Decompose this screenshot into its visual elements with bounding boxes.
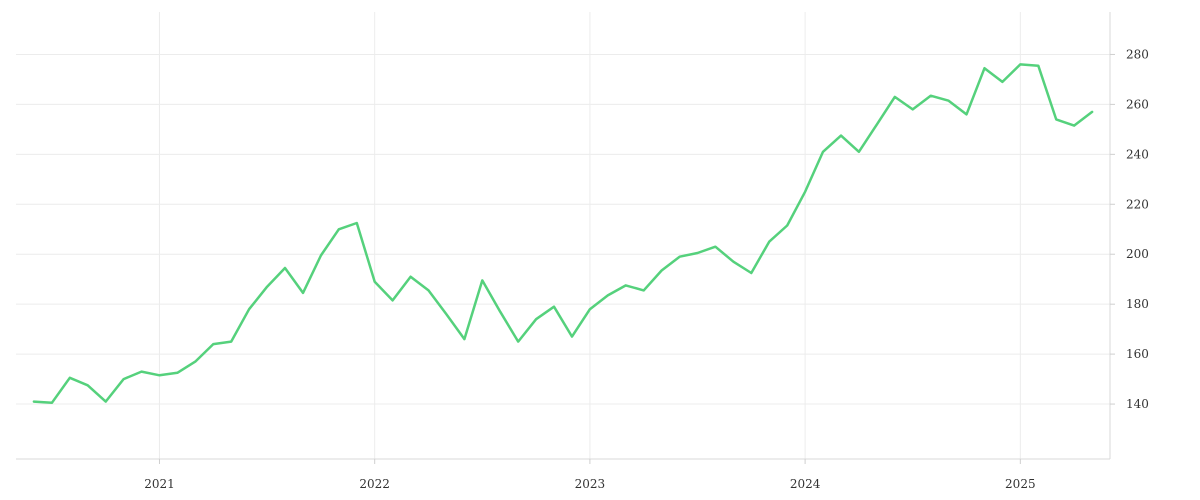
y-tick-label: 140 [1126,397,1149,411]
x-tick-label: 2025 [1005,477,1036,491]
x-tick-label: 2022 [359,477,390,491]
y-tick-label: 280 [1126,47,1149,61]
horizontal-gridlines [16,53,1110,405]
y-tick-label: 200 [1126,247,1149,261]
series-line [32,63,1094,405]
axes [16,12,1111,460]
y-tick-label: 240 [1126,147,1149,161]
y-tick-label: 180 [1126,297,1149,311]
vertical-gridlines [158,12,1021,459]
y-tick-label: 160 [1126,347,1149,361]
series-group [32,63,1094,405]
y-tick-label: 220 [1126,197,1149,211]
y-tick-label: 260 [1126,97,1149,111]
x-axis-ticks: 2021 2022 2023 2024 2025 [144,459,1036,491]
x-tick-label: 2023 [575,477,606,491]
x-tick-label: 2024 [790,477,821,491]
x-tick-label: 2021 [144,477,175,491]
y-axis-ticks: 140 160 180 200 220 240 260 280 [1110,47,1149,411]
